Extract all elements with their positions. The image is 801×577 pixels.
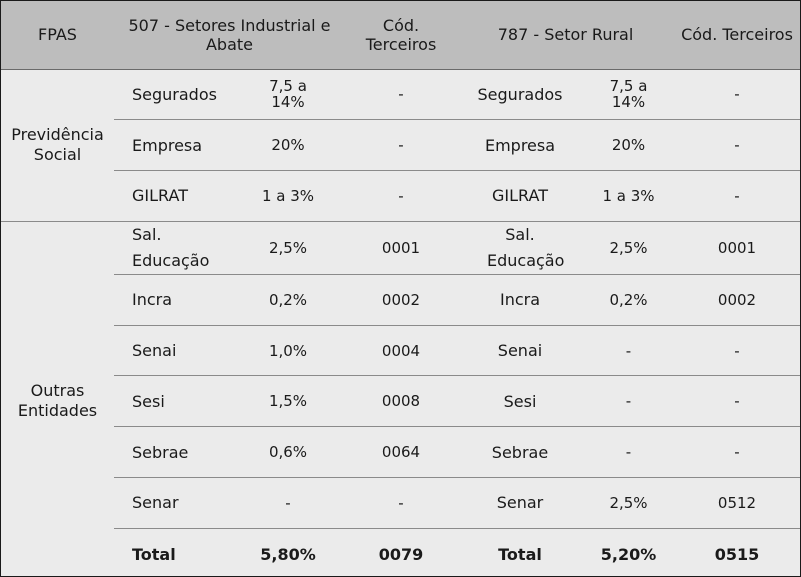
row-code: 0064 <box>345 426 457 479</box>
group-previdencia-social: Previdência Social <box>1 69 114 222</box>
row-value: 2,5% <box>583 477 675 529</box>
header-row: FPAS 507 - Setores Industrial e Abate Có… <box>1 1 800 70</box>
header-setor-507: 507 - Setores Industrial e Abate <box>114 1 345 70</box>
row-label: Senai <box>457 325 583 377</box>
row-value: 20% <box>583 119 675 172</box>
row-value: - <box>583 375 675 428</box>
row-value: 1 a 3% <box>231 170 345 222</box>
table-row: Sesi 1,5% 0008 Sesi - - <box>1 375 800 428</box>
row-value: 1 a 3% <box>583 170 675 222</box>
row-code: - <box>345 119 457 172</box>
row-code: - <box>674 119 800 172</box>
row-label: Sal. Educação <box>114 221 231 275</box>
row-label: Sesi <box>114 375 231 428</box>
row-value: 0,6% <box>231 426 345 479</box>
row-code: - <box>674 69 800 121</box>
group-label: Previdência Social <box>11 125 104 165</box>
total-label: Total <box>132 544 176 564</box>
row-value: 2,5% <box>231 221 345 275</box>
table-row: Sebrae 0,6% 0064 Sebrae - - <box>1 426 800 479</box>
group-label: Outras Entidades <box>17 380 98 420</box>
row-label: Empresa <box>457 119 583 172</box>
row-value: 20% <box>231 119 345 172</box>
row-code: - <box>345 69 457 121</box>
row-value: 7,5 a 14% <box>231 69 345 121</box>
row-label: Incra <box>457 274 583 326</box>
row-value: 7,5 a 14% <box>583 69 675 121</box>
total-code: 0515 <box>714 544 760 564</box>
row-label: Incra <box>114 274 231 326</box>
table-row: Empresa 20% - Empresa 20% - <box>1 119 800 172</box>
total-label: Total <box>498 544 542 564</box>
row-label: GILRAT <box>114 170 231 222</box>
row-code: - <box>345 170 457 222</box>
row-value: 1,5% <box>231 375 345 428</box>
row-code: 0002 <box>674 274 800 326</box>
table-body: Previdência Social Segurados 7,5 a 14% -… <box>1 69 800 576</box>
row-code: 0512 <box>674 477 800 529</box>
row-code: - <box>345 477 457 529</box>
table-header: FPAS 507 - Setores Industrial e Abate Có… <box>1 1 800 70</box>
row-label: Segurados <box>457 69 583 121</box>
table-row: Senai 1,0% 0004 Senai - - <box>1 325 800 377</box>
row-code: 0002 <box>345 274 457 326</box>
row-code: 0008 <box>345 375 457 428</box>
header-cod-terceiros-1: Cód. Terceiros <box>345 1 457 70</box>
total-row: Total 5,80% 0079 Total 5,20% 0515 <box>1 528 800 576</box>
row-label: Empresa <box>114 119 231 172</box>
row-label: GILRAT <box>457 170 583 222</box>
row-code: - <box>674 170 800 222</box>
row-value: 2,5% <box>583 221 675 275</box>
row-label: Sesi <box>457 375 583 428</box>
total-value: 5,20% <box>600 544 657 564</box>
row-code: - <box>674 375 800 428</box>
row-label: Sebrae <box>114 426 231 479</box>
table-row: GILRAT 1 a 3% - GILRAT 1 a 3% - <box>1 170 800 222</box>
row-value: - <box>231 477 345 529</box>
row-code: - <box>674 325 800 377</box>
row-label: Senar <box>457 477 583 529</box>
row-code: 0004 <box>345 325 457 377</box>
table-row: Incra 0,2% 0002 Incra 0,2% 0002 <box>1 274 800 326</box>
header-fpas: FPAS <box>1 1 114 70</box>
row-value: - <box>583 426 675 479</box>
table-row: Previdência Social Segurados 7,5 a 14% -… <box>1 69 800 222</box>
group-outras-entidades: Outras Entidades <box>1 221 114 576</box>
row-label: Segurados <box>114 69 231 121</box>
row-label: Senai <box>114 325 231 377</box>
row-value: 0,2% <box>583 274 675 326</box>
row-code: 0001 <box>674 221 800 275</box>
table-row: Senar - - Senar 2,5% 0512 <box>1 477 800 529</box>
row-value: 0,2% <box>231 274 345 326</box>
row-value: 1,0% <box>231 325 345 377</box>
total-value: 5,80% <box>260 544 316 564</box>
total-code: 0079 <box>378 544 424 564</box>
row-label: Senar <box>114 477 231 529</box>
row-code: 0001 <box>345 221 457 275</box>
header-setor-787: 787 - Setor Rural <box>457 1 675 70</box>
row-code: - <box>674 426 800 479</box>
row-label: Sebrae <box>457 426 583 479</box>
table-row: Outras Entidades Sal. Educação 2,5% 0001… <box>1 221 800 420</box>
header-cod-terceiros-2: Cód. Terceiros <box>674 1 800 70</box>
row-value: - <box>583 325 675 377</box>
row-label: Sal. Educação <box>457 221 583 275</box>
